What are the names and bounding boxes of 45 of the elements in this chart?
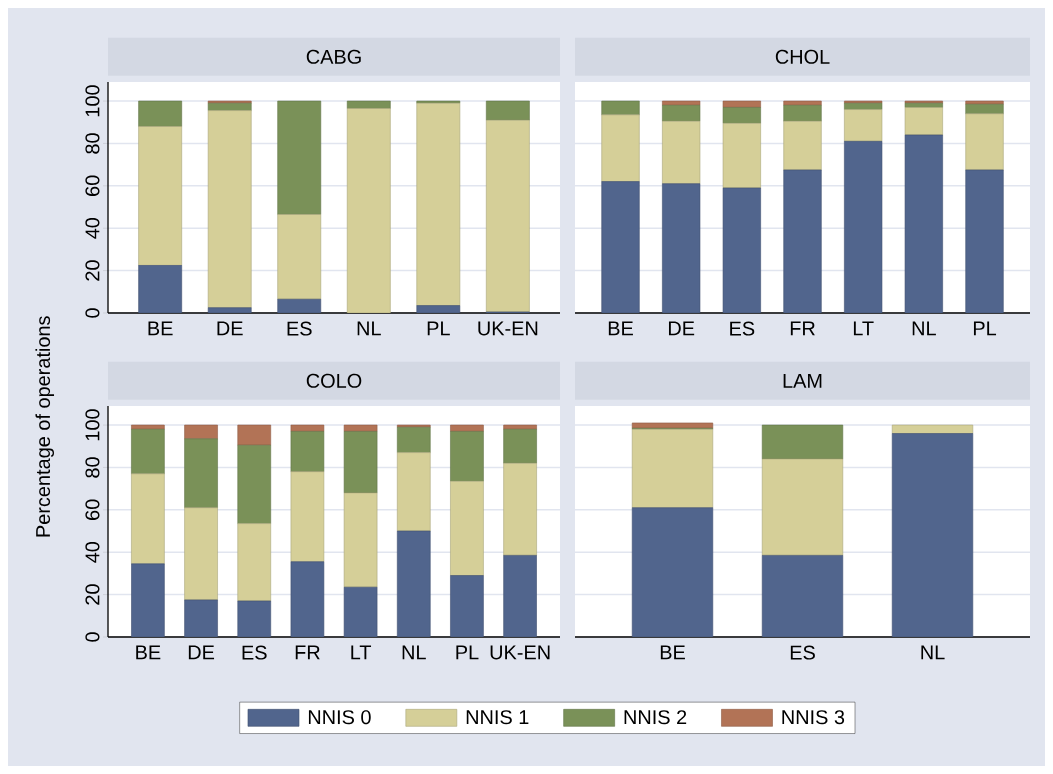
y-tick-label: 40 [85, 541, 100, 563]
x-tick-label: UK-EN [478, 321, 538, 336]
y-tick-label: 80 [85, 457, 100, 478]
y-axis-title: Percentage of operations [35, 316, 55, 537]
y-tick-label: 40 [85, 217, 100, 239]
y-tick-label: 20 [85, 584, 100, 605]
x-tick-label: NL [357, 321, 381, 336]
y-tick-label: 100 [85, 409, 100, 441]
x-tick-label: LT [853, 321, 874, 336]
x-tick-label: NL [402, 645, 426, 660]
chart-title: CHOL [775, 49, 830, 64]
x-tick-label: DE [668, 321, 695, 336]
x-tick-label: PL [456, 645, 479, 660]
legend-label: NNIS 2 [624, 710, 687, 725]
y-tick-label: 20 [85, 260, 100, 281]
x-tick-label: LT [351, 645, 372, 660]
x-tick-label: PL [973, 321, 997, 336]
x-tick-label: ES [790, 645, 815, 660]
chart-title: CABG [306, 49, 361, 64]
x-tick-label: UK-EN [490, 645, 550, 660]
x-tick-label: BE [148, 321, 173, 336]
x-tick-label: PL [427, 321, 450, 336]
x-tick-label: NL [912, 321, 936, 336]
y-tick-label: 0 [85, 632, 100, 642]
chart-title: COLO [306, 373, 362, 388]
x-tick-label: ES [730, 321, 755, 336]
y-tick-label: 80 [85, 133, 100, 154]
x-tick-label: FR [790, 321, 815, 336]
x-tick-label: BE [136, 645, 161, 660]
x-tick-label: FR [295, 645, 320, 660]
x-tick-label: ES [287, 321, 312, 336]
y-tick-label: 60 [85, 175, 100, 196]
x-tick-label: BE [660, 645, 685, 660]
x-tick-label: DE [188, 645, 215, 660]
x-tick-label: BE [608, 321, 633, 336]
x-tick-label: ES [242, 645, 267, 660]
x-tick-label: DE [217, 321, 243, 336]
legend-label: NNIS 0 [308, 710, 371, 725]
x-tick-label: NL [921, 645, 945, 660]
chart-title: LAM [783, 373, 822, 388]
legend-label: NNIS 1 [466, 710, 529, 725]
legend-label: NNIS 3 [782, 710, 845, 725]
y-tick-label: 60 [85, 499, 100, 520]
y-tick-label: 100 [85, 85, 100, 117]
y-tick-label: 0 [85, 308, 100, 318]
